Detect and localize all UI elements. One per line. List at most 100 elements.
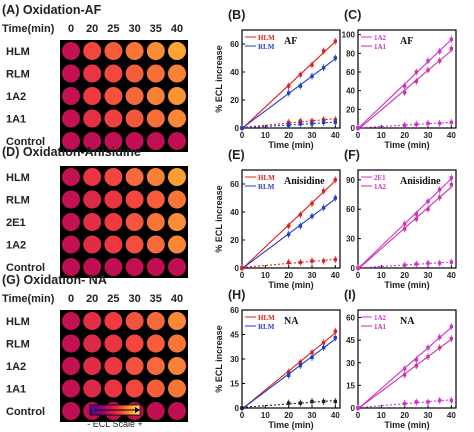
data-point bbox=[310, 399, 314, 404]
data-point bbox=[310, 122, 314, 126]
ecl-spot bbox=[83, 258, 102, 276]
x-tick-label: 40 bbox=[331, 271, 340, 280]
time-tick: 20 bbox=[86, 293, 98, 305]
data-point bbox=[333, 39, 338, 43]
y-tick-label: 0 bbox=[235, 404, 240, 413]
data-point bbox=[333, 120, 338, 125]
row-label: HLM bbox=[6, 316, 30, 328]
ecl-spot bbox=[125, 64, 144, 83]
time-tick: 40 bbox=[171, 23, 183, 35]
ecl-spot bbox=[168, 334, 186, 353]
ecl-spot bbox=[62, 64, 80, 83]
data-point bbox=[414, 79, 419, 84]
row-label: 1A2 bbox=[6, 361, 26, 373]
ecl-spot bbox=[168, 64, 186, 83]
y-tick-label: 60 bbox=[230, 180, 239, 189]
panel-label: (F) bbox=[344, 148, 360, 162]
data-point bbox=[286, 401, 291, 405]
data-point bbox=[240, 126, 244, 130]
data-point bbox=[286, 84, 291, 88]
data-point bbox=[414, 400, 419, 404]
ecl-spot bbox=[62, 235, 80, 254]
y-tick-label: 30 bbox=[230, 355, 239, 364]
row-label: Control bbox=[6, 262, 45, 274]
ecl-spot bbox=[104, 334, 123, 353]
data-point bbox=[286, 91, 291, 95]
data-point bbox=[298, 213, 303, 217]
ecl-spot bbox=[62, 312, 80, 330]
x-tick-label: 10 bbox=[377, 131, 386, 140]
data-point bbox=[414, 212, 419, 216]
ecl-spot bbox=[104, 190, 123, 209]
ecl-spot bbox=[104, 42, 123, 60]
ecl-spot bbox=[125, 132, 144, 150]
ecl-spot bbox=[125, 42, 144, 60]
ecl-spot bbox=[104, 357, 123, 375]
plot-frame bbox=[357, 169, 457, 269]
data-point bbox=[426, 355, 430, 359]
time-tick: 0 bbox=[68, 23, 74, 35]
data-point bbox=[333, 178, 338, 182]
x-tick-label: 20 bbox=[284, 271, 293, 280]
panel-label: (B) bbox=[228, 8, 245, 22]
data-point bbox=[333, 399, 338, 404]
data-point bbox=[286, 232, 291, 237]
data-point bbox=[437, 335, 442, 339]
ecl-spot bbox=[83, 109, 102, 128]
y-tick-label: 60 bbox=[230, 306, 239, 315]
y-tick-label: 20 bbox=[230, 236, 239, 245]
x-tick-label: 0 bbox=[356, 411, 361, 420]
legend-entry: 1A2 bbox=[374, 183, 387, 191]
data-point bbox=[437, 345, 442, 350]
data-point bbox=[298, 401, 303, 405]
array-background bbox=[60, 310, 188, 422]
data-point bbox=[321, 399, 326, 404]
ecl-spot bbox=[83, 379, 102, 398]
data-point bbox=[402, 401, 407, 406]
y-tick-label: 30 bbox=[346, 359, 355, 368]
ecl-spot bbox=[83, 87, 102, 105]
array-background bbox=[60, 166, 188, 278]
plot-frame bbox=[241, 29, 341, 129]
data-point bbox=[286, 224, 291, 228]
ecl-spot bbox=[146, 109, 165, 128]
legend-entry: RLM bbox=[258, 183, 275, 191]
legend-entry: 1A1 bbox=[374, 43, 387, 51]
x-axis-label: Time (min) bbox=[384, 140, 429, 150]
data-point bbox=[426, 199, 430, 204]
data-point bbox=[321, 259, 326, 263]
time-label: Time(min) bbox=[2, 293, 55, 305]
x-tick-label: 30 bbox=[424, 131, 433, 140]
data-point bbox=[426, 207, 430, 211]
data-point bbox=[449, 120, 454, 125]
ecl-spot bbox=[168, 213, 186, 231]
y-axis-label: % ECL increase bbox=[214, 325, 224, 392]
ecl-spot bbox=[83, 334, 102, 353]
data-point bbox=[437, 121, 442, 126]
series-line bbox=[241, 121, 336, 129]
time-tick: 30 bbox=[128, 23, 140, 35]
scale-arrowhead bbox=[135, 407, 140, 413]
data-point bbox=[321, 345, 326, 350]
ecl-spot bbox=[146, 379, 165, 398]
array-title: (D) Oxidation-Anisidine bbox=[2, 145, 141, 159]
ecl-spot bbox=[104, 132, 123, 150]
ecl-spot bbox=[125, 235, 144, 254]
data-point bbox=[298, 363, 303, 368]
ecl-spot bbox=[146, 258, 165, 276]
ecl-spot bbox=[168, 379, 186, 398]
row-label: RLM bbox=[6, 195, 30, 207]
row-label: 1A2 bbox=[6, 240, 26, 252]
array-title: (A) Oxidation-AF bbox=[2, 3, 102, 17]
data-point bbox=[298, 73, 303, 77]
data-point bbox=[321, 66, 326, 70]
row-label: 2E1 bbox=[6, 217, 26, 229]
x-tick-label: 0 bbox=[240, 131, 245, 140]
x-tick-label: 10 bbox=[377, 271, 386, 280]
ecl-spot bbox=[104, 168, 123, 186]
plot-panel: (H) 0 10 20 30 40 0 15 30 45 60 Time (min) % ECL inc… bbox=[214, 288, 341, 430]
x-tick-label: 40 bbox=[447, 131, 456, 140]
data-point bbox=[426, 261, 430, 265]
ecl-spot bbox=[168, 132, 186, 150]
y-tick-label: 0 bbox=[351, 124, 356, 133]
